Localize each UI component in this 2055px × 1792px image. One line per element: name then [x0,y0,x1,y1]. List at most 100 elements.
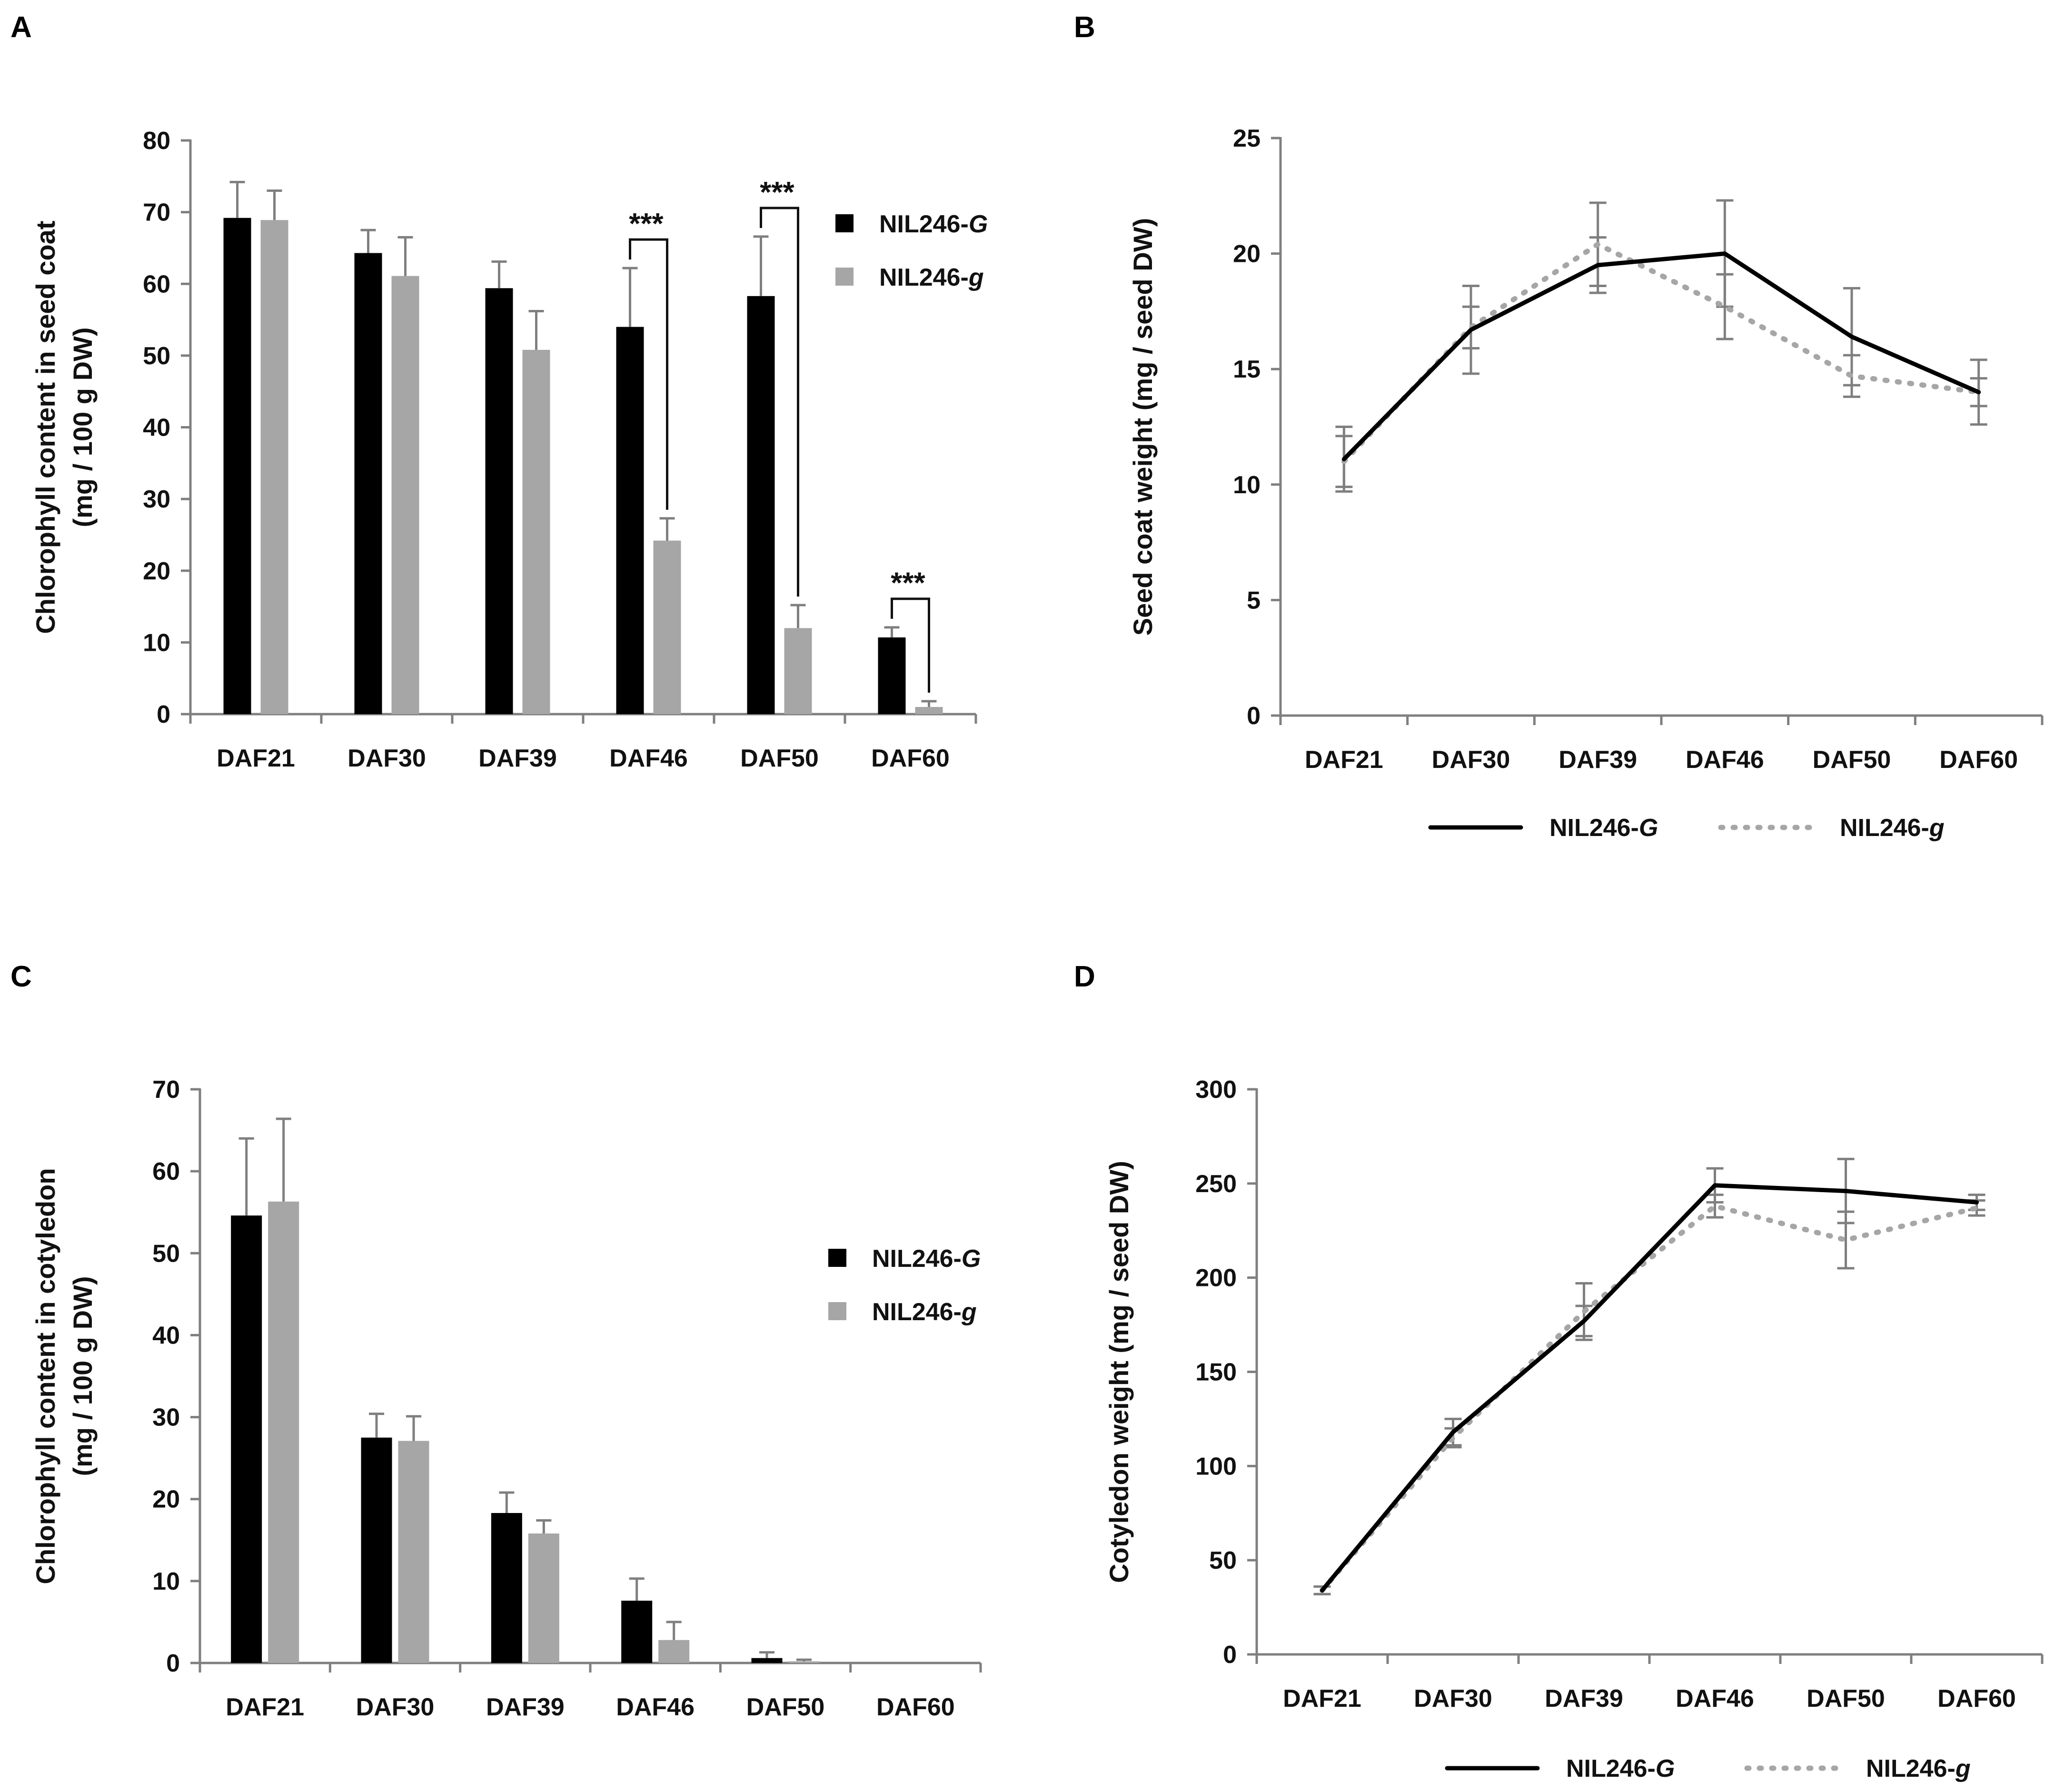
legend-label-g: NIL246-g [872,1298,977,1326]
panel-letter-b: B [1074,11,1095,44]
legend-italic-genotype: G [962,1245,981,1273]
x-tick-label: DAF30 [1432,746,1510,774]
x-tick-label: DAF39 [478,745,557,772]
y-axis-title-line1: Chlorophyll content in cotyledon [30,1168,60,1584]
y-tick-label: 80 [143,127,170,155]
bar-G [616,327,644,714]
x-tick-label: DAF46 [1676,1685,1754,1712]
y-tick-label: 70 [143,199,170,227]
x-tick-label: DAF50 [1813,746,1891,774]
bar-G [878,637,906,714]
legend-label-G: NIL246-G [1549,814,1658,842]
y-tick-label: 60 [143,270,170,298]
significance-bracket [760,207,799,597]
y-tick-label: 20 [1233,240,1261,268]
significance-bracket [891,597,930,693]
y-tick-label: 200 [1195,1264,1237,1292]
chart-d-cotyledon-weight: 0 50 100 150 200 250 300 DAF21 DAF30 DAF39 DAF46 DA… [1104,1076,2044,1782]
x-tick-label: DAF46 [1686,746,1764,774]
y-tick-label: 40 [143,414,170,442]
chart-b-seed-coat-weight: 0 5 10 15 20 25 DAF21 DAF30 DAF39 DAF46 DAF50 DAF60… [1128,125,2044,842]
x-tick-label: DAF21 [1305,746,1383,774]
bar-g [915,707,943,714]
bar-g [391,276,419,714]
y-tick-label: 30 [143,486,170,513]
x-tick-label: DAF39 [1559,746,1637,774]
significance-stars: *** [760,176,794,209]
bar-G [354,253,382,714]
legend-italic-genotype: g [961,1298,977,1326]
bar-G [751,1658,783,1663]
y-tick-label: 20 [143,558,170,585]
significance-stars: *** [891,567,925,600]
legend-label-G: NIL246-G [1566,1755,1675,1782]
y-tick-label: 50 [152,1240,180,1267]
y-tick-label: 150 [1195,1359,1237,1386]
x-tick-label: DAF50 [740,745,819,772]
significance-bracket [629,238,668,510]
bar-g [788,1661,820,1663]
bar-g [522,349,550,714]
legend-swatch-G [835,214,854,232]
y-axis-title-line1: Chlorophyll content in seed coat [30,220,60,634]
x-tick-label: DAF46 [616,1693,695,1721]
y-tick-label: 250 [1195,1170,1237,1198]
panel-letter-c: C [10,960,32,993]
y-tick-label: 300 [1195,1076,1237,1104]
y-tick-label: 20 [152,1486,180,1513]
legend-swatch-g [828,1302,846,1320]
bar-g [398,1441,429,1663]
x-tick-label: DAF21 [226,1693,304,1721]
x-tick-label: DAF30 [1414,1685,1492,1712]
chart-c-cotyledon-chlorophyll: 0 10 20 30 40 50 60 70 DAF21 DAF30 DAF39 DAF46 DAF50… [30,1076,982,1721]
x-tick-label: DAF21 [217,745,295,772]
y-tick-label: 0 [1247,702,1261,730]
legend-italic-genotype: g [1955,1755,1971,1782]
legend-label-G: NIL246-G [879,210,988,238]
y-tick-label: 10 [143,629,170,657]
y-tick-label: 50 [143,342,170,370]
bar-G [491,1513,522,1663]
bar-g [268,1201,299,1663]
y-tick-label: 0 [157,701,170,728]
series-line-g [1320,1203,1979,1593]
bar-g [658,1640,690,1663]
bar-G [361,1437,392,1663]
x-tick-label: DAF39 [1545,1685,1623,1712]
bar-G [485,288,513,714]
series-line-g [1341,241,1982,464]
legend-label-g: NIL246-g [879,264,984,291]
bar-G [621,1601,653,1663]
x-tick-label: DAF60 [871,745,950,772]
y-axis-title-line2: (mg / 100 g DW) [68,1276,98,1476]
significance-stars: *** [629,208,664,240]
y-tick-label: 100 [1195,1453,1237,1480]
y-tick-label: 0 [166,1650,180,1677]
y-axis-title: Cotyledon weight (mg / seed DW) [1104,1161,1134,1583]
y-tick-label: 60 [152,1158,180,1185]
bar-g [260,220,288,715]
legend-italic-genotype: g [1929,814,1945,842]
bar-G [231,1215,262,1663]
bar-G [747,296,775,714]
bar-g [784,628,812,714]
x-tick-label: DAF50 [746,1693,825,1721]
y-tick-label: 25 [1233,125,1261,152]
bar-g [653,540,681,714]
legend-italic-genotype: G [969,210,988,238]
y-tick-label: 40 [152,1322,180,1349]
x-tick-label: DAF60 [1937,1685,2016,1712]
series-line-G [1320,1183,1979,1593]
legend-swatch-G [828,1249,846,1267]
x-tick-label: DAF30 [347,745,426,772]
x-tick-label: DAF39 [486,1693,565,1721]
y-axis-title-line2: (mg / 100 g DW) [68,327,98,527]
y-tick-label: 50 [1209,1547,1237,1574]
legend-label-g: NIL246-g [1866,1755,1971,1782]
bar-g [528,1533,559,1663]
y-tick-label: 70 [152,1076,180,1104]
series-line-G [1341,251,1981,461]
panel-letter-a: A [10,11,32,44]
x-tick-label: DAF60 [876,1693,955,1721]
